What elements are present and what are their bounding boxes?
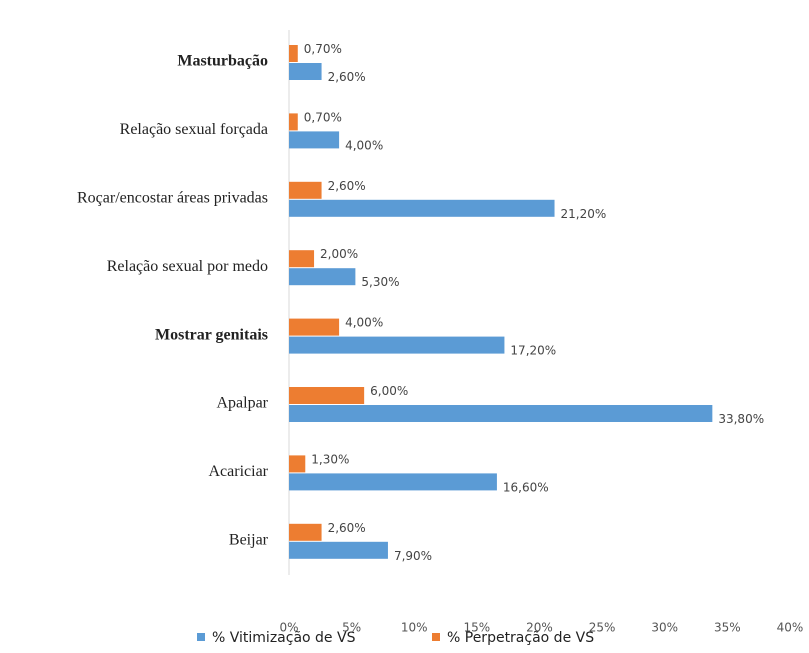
bar [289,181,322,199]
bar [289,336,505,354]
value-label: 0,70% [304,42,342,56]
bar [289,268,356,286]
category-label: Acariciar [208,463,268,480]
value-label: 33,80% [718,412,764,426]
bar [289,523,322,541]
value-label: 2,60% [328,179,366,193]
bar [289,250,315,268]
value-label: 2,60% [328,521,366,535]
bar [289,318,340,336]
category-label: Beijar [229,531,269,548]
category-label: Relação sexual por medo [107,258,268,275]
value-label: 0,70% [304,110,342,124]
category-label: Relação sexual forçada [120,121,268,138]
x-tick-label: 20% [526,621,553,635]
bar [289,405,713,422]
bar [289,131,340,149]
value-label: 1,30% [311,452,349,466]
x-tick-label: 15% [464,621,491,635]
category-label: Masturbação [177,53,268,70]
value-label: 2,60% [328,70,366,84]
category-label: Apalpar [216,395,268,412]
legend-swatch [432,633,440,641]
value-label: 5,30% [361,275,399,289]
x-tick-label: 30% [651,621,678,635]
bar [289,113,298,131]
value-label: 2,00% [320,247,358,261]
x-tick-label: 0% [279,621,298,635]
bar [289,199,555,217]
x-tick-label: 25% [589,621,616,635]
x-tick-label: 40% [777,621,804,635]
x-tick-label: 5% [342,621,361,635]
bar [289,63,322,80]
value-label: 16,60% [503,480,549,494]
value-label: 21,20% [561,207,607,221]
category-label: Mostrar genitais [155,326,268,343]
bar [289,455,306,473]
bar [289,45,298,62]
value-label: 7,90% [394,549,432,563]
value-label: 17,20% [510,344,556,358]
legend-swatch [197,633,205,641]
x-tick-label: 35% [714,621,741,635]
value-label: 6,00% [370,384,408,398]
legend-label: % Perpetração de VS [447,630,594,646]
value-label: 4,00% [345,316,383,330]
category-label: Roçar/encostar áreas privadas [77,189,268,206]
bar [289,387,365,404]
legend-label: % Vitimização de VS [212,630,356,646]
bar [289,473,497,491]
bar [289,541,388,559]
x-tick-label: 10% [401,621,428,635]
value-label: 4,00% [345,138,383,152]
